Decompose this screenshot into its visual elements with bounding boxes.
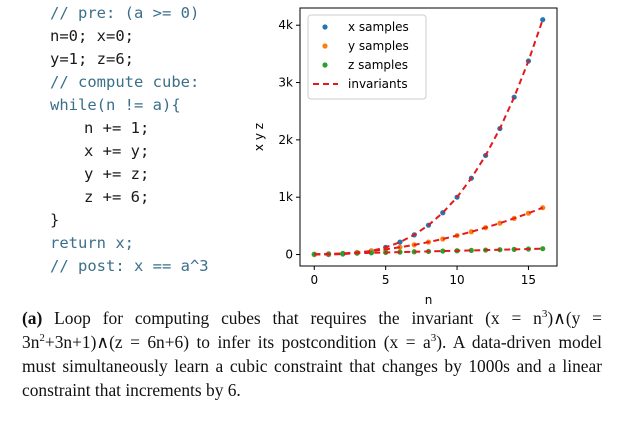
y-tick-label: 2k [278,133,293,147]
data-point [340,250,346,257]
code-line: n=0; x=0; [50,27,134,45]
caption-sup-1: 3 [541,308,548,321]
invariant-chart: 0 5 10 15 0 1k 2k 3k 4k n x y z x samples y samples z… [252,7,558,307]
code-line: z += 6; [84,188,150,206]
legend-label: x samples [348,20,409,34]
x-tick-label: 15 [521,273,536,287]
code-line: y += z; [84,165,150,183]
y-tick-label: 1k [278,190,293,204]
legend-label: z samples [348,58,408,72]
code-line: y=1; z=6; [50,50,134,68]
caption-text-3: +3n+1)∧(z = 6n+6) to infer its postcondi… [44,332,431,352]
caption-sup-3: 3 [430,332,437,345]
data-point [511,246,517,252]
y-tick-label: 3k [278,76,293,90]
invariant-line [314,247,543,256]
code-line: while(n != a){ [50,96,181,114]
code-line: } [50,211,60,229]
code-line: return x; [50,234,134,252]
caption-label: (a) [22,308,43,328]
x-axis-label: n [425,293,433,307]
figure-caption: (a) Loop for computing cubes that requir… [22,306,602,402]
code-line: // compute cube: [50,73,200,91]
data-point [468,247,474,254]
caption-text-2: )∧(y = 3n [22,308,602,352]
code-listing: // pre: (a >= 0) n=0; x=0; y=1; z=6; // com… [0,0,270,290]
caption-sup-2: 2 [39,332,45,345]
invariant-line [314,19,544,256]
data-point [397,244,403,250]
legend-marker [322,24,328,30]
y-tick-label: 0 [285,248,293,262]
legend-marker [322,43,328,49]
x-tick-label: 10 [449,273,464,287]
data-point [540,246,546,252]
y-axis-label: x y z [252,123,266,151]
caption-text-1: Loop for computing cubes that requires t… [54,308,542,328]
code-line: // pre: (a >= 0) [50,4,200,22]
x-tick-label: 0 [310,273,318,287]
legend-marker [322,62,328,68]
data-point [540,17,546,23]
legend-label: invariants [348,77,408,91]
data-point [411,249,417,255]
y-tick-label: 4k [278,18,293,32]
data-point [440,248,446,254]
plot-frame [299,7,558,267]
caption-text-4: ). A data-driven model must simultaneous… [22,332,602,400]
code-line: x += y; [84,142,150,160]
legend-label: y samples [348,39,409,53]
invariant-line [314,206,544,256]
x-tick-label: 5 [382,273,390,287]
code-line: // post: x == a^3 [50,257,209,275]
code-line: n += 1; [84,119,150,137]
legend-box [307,14,427,100]
